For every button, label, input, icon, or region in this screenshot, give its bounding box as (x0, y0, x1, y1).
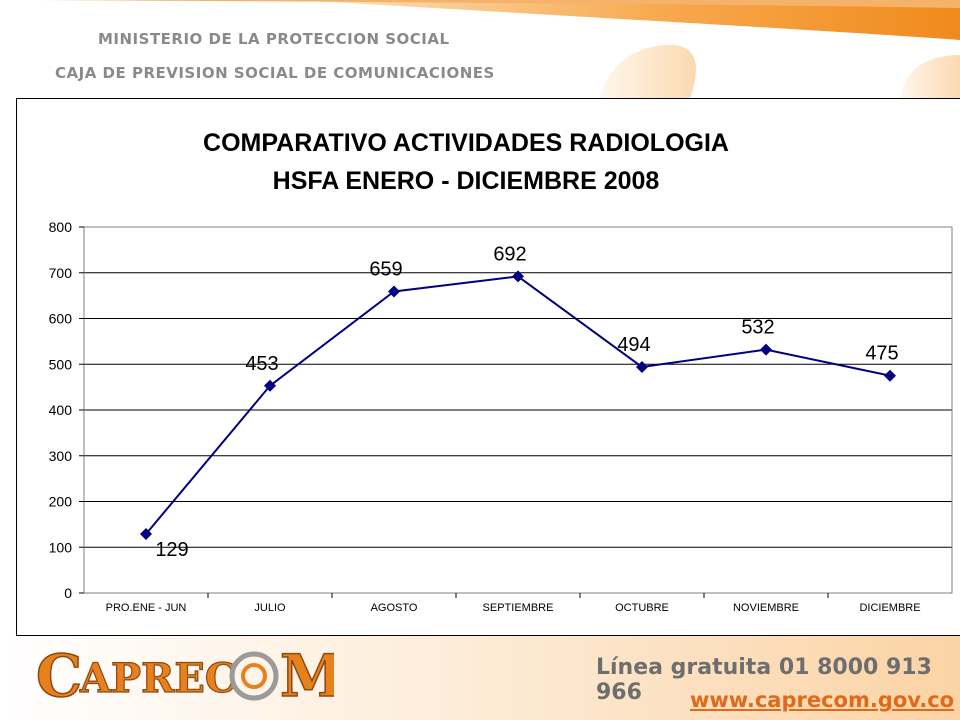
data-point-marker (636, 360, 648, 373)
x-tick-label: JULIO (254, 602, 286, 614)
data-label: 532 (741, 317, 774, 339)
ministry-title: MINISTERIO DE LA PROTECCION SOCIAL (98, 30, 450, 48)
x-tick-label: AGOSTO (371, 602, 418, 614)
data-label: 659 (369, 259, 402, 281)
data-label: 494 (617, 334, 650, 356)
data-point-marker (388, 285, 400, 298)
data-point-marker (264, 379, 276, 392)
data-label: 475 (865, 343, 898, 365)
chart-frame: COMPARATIVO ACTIVIDADES RADIOLOGIA HSFA … (16, 98, 960, 636)
gridlines (84, 272, 952, 548)
data-point-marker (140, 527, 152, 540)
data-point-marker (512, 270, 524, 283)
y-tick-label: 400 (49, 402, 73, 418)
series-line (145, 275, 891, 535)
x-tick-label: PRO.ENE - JUN (106, 602, 187, 614)
y-tick-label: 300 (49, 448, 73, 464)
footer-band (0, 636, 960, 720)
x-tick-label: SEPTIEMBRE (483, 602, 554, 614)
x-tick-label: DICIEMBRE (859, 602, 920, 614)
y-axis-ticks: 0 100 200 300 400 500 600 700 800 (49, 219, 84, 601)
svg-text:APREC: APREC (79, 655, 237, 702)
y-tick-label: 800 (49, 219, 73, 235)
svg-text:M: M (280, 642, 334, 710)
x-tick-label: OCTUBRE (615, 602, 669, 614)
x-axis-ticks: PRO.ENE - JUN JULIO AGOSTO SEPTIEMBRE OCTUBR… (106, 593, 921, 614)
y-tick-label: 500 (49, 356, 73, 372)
caprecom-logo: C APREC M (35, 641, 334, 711)
data-point-marker (884, 369, 896, 382)
y-tick-label: 700 (49, 265, 73, 281)
line-chart: COMPARATIVO ACTIVIDADES RADIOLOGIA HSFA … (49, 129, 953, 614)
y-tick-label: 100 (49, 539, 73, 555)
chart-title-line2: HSFA ENERO - DICIEMBRE 2008 (273, 167, 660, 195)
header-swoosh (40, 0, 960, 98)
x-tick-label: NOVIEMBRE (733, 602, 799, 614)
data-point-marker (760, 343, 772, 356)
hotline-text: Línea gratuita 01 8000 913 966 (596, 655, 932, 705)
svg-text:C: C (36, 642, 82, 710)
y-tick-label: 600 (49, 311, 73, 327)
series-layer: 129 453 659 692 494 532 475 (140, 243, 899, 561)
data-label: 129 (155, 539, 188, 561)
data-label: 453 (245, 353, 278, 375)
y-tick-label: 0 (64, 585, 72, 601)
y-tick-label: 200 (49, 494, 73, 510)
data-label: 692 (493, 243, 526, 265)
institution-subtitle: CAJA DE PREVISION SOCIAL DE COMUNICACION… (55, 64, 495, 82)
chart-title-line1: COMPARATIVO ACTIVIDADES RADIOLOGIA (203, 129, 729, 157)
website-link[interactable]: www.caprecom.gov.co (690, 688, 955, 712)
